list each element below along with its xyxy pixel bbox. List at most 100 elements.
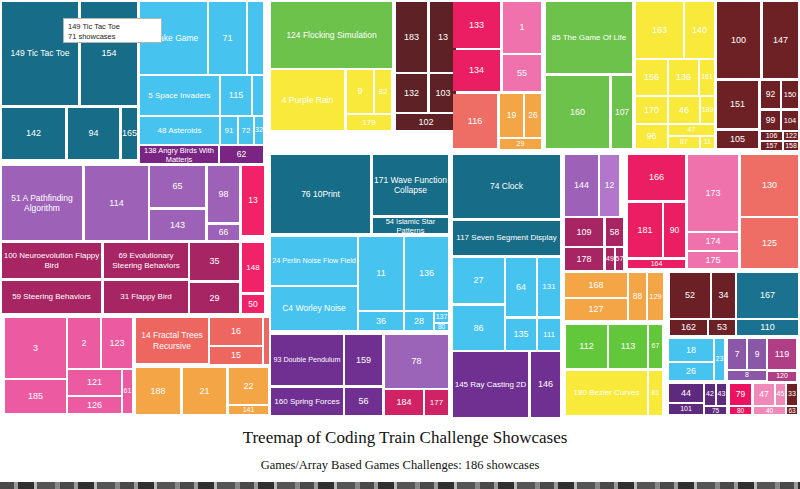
- treemap-cell[interactable]: 127: [565, 299, 627, 320]
- treemap-cell[interactable]: 122: [784, 132, 798, 140]
- treemap-cell[interactable]: 72: [239, 117, 253, 144]
- treemap-cell[interactable]: 59 Steering Behaviors: [2, 281, 101, 313]
- treemap-cell[interactable]: 22: [229, 368, 268, 404]
- treemap-cell[interactable]: 63: [787, 407, 797, 414]
- treemap-cell[interactable]: 26: [669, 363, 713, 380]
- treemap-cell[interactable]: 67: [649, 325, 662, 368]
- treemap-cell[interactable]: 138 Angry Birds With Matterjs: [140, 146, 218, 163]
- treemap-cell[interactable]: 21: [183, 368, 226, 414]
- treemap-cell[interactable]: 188: [136, 368, 180, 414]
- treemap-cell[interactable]: 146: [531, 352, 560, 417]
- treemap-cell[interactable]: 12: [600, 155, 619, 216]
- treemap-cell[interactable]: 171 Wave Function Collapse: [373, 155, 448, 215]
- treemap-cell[interactable]: 48 Asteroids: [140, 117, 219, 144]
- treemap-cell[interactable]: 80: [435, 324, 448, 330]
- treemap-cell[interactable]: 82: [375, 70, 391, 113]
- treemap-cell[interactable]: 161: [700, 60, 714, 95]
- treemap-cell[interactable]: 1: [503, 2, 541, 53]
- treemap-cell[interactable]: 66: [208, 225, 239, 240]
- treemap-cell[interactable]: 105: [717, 131, 758, 148]
- treemap-cell[interactable]: 184: [385, 390, 423, 415]
- treemap-cell[interactable]: 157: [761, 142, 782, 150]
- treemap-cell[interactable]: 42: [705, 384, 715, 405]
- treemap-cell[interactable]: 24 Perlin Noise Flow Field: [271, 237, 357, 285]
- treemap-cell[interactable]: 58: [606, 218, 623, 246]
- treemap-cell[interactable]: 87: [669, 137, 699, 148]
- treemap-cell[interactable]: 92: [761, 81, 780, 108]
- treemap-cell[interactable]: 52: [670, 273, 710, 318]
- treemap-cell[interactable]: 189: [701, 97, 714, 123]
- treemap-cell[interactable]: 112: [566, 325, 607, 368]
- treemap-cell[interactable]: 119: [768, 339, 796, 369]
- treemap-cell[interactable]: 28: [405, 312, 433, 330]
- treemap-cell[interactable]: 56: [345, 388, 382, 415]
- treemap-cell[interactable]: 101: [669, 404, 703, 414]
- treemap-cell[interactable]: 136: [669, 60, 698, 95]
- treemap-cell[interactable]: 102: [396, 114, 456, 130]
- treemap-cell[interactable]: 19: [500, 94, 523, 137]
- treemap-cell[interactable]: 126: [68, 397, 121, 413]
- treemap-cell[interactable]: 31 Flappy Bird: [104, 281, 188, 313]
- treemap-cell[interactable]: 29: [500, 139, 541, 149]
- treemap-cell[interactable]: 53: [709, 320, 735, 335]
- treemap-cell[interactable]: 78: [385, 335, 448, 388]
- treemap-cell[interactable]: 158: [784, 142, 798, 150]
- treemap-cell[interactable]: 64: [506, 258, 536, 316]
- treemap-cell[interactable]: 88: [629, 273, 646, 320]
- treemap-cell[interactable]: 132: [396, 74, 427, 112]
- treemap-cell[interactable]: 136: [405, 237, 448, 310]
- treemap-cell[interactable]: 9: [347, 70, 373, 113]
- treemap-cell[interactable]: [264, 318, 269, 364]
- treemap-cell[interactable]: 55: [503, 55, 541, 91]
- treemap-cell[interactable]: 40: [754, 407, 785, 414]
- treemap-cell[interactable]: 129: [648, 273, 663, 320]
- treemap-cell[interactable]: 79: [730, 384, 751, 405]
- treemap-cell[interactable]: 160 Spring Forces: [271, 388, 343, 415]
- treemap-cell[interactable]: 57: [616, 248, 623, 270]
- treemap-cell[interactable]: 177: [425, 390, 448, 415]
- treemap-cell[interactable]: 33: [787, 384, 797, 405]
- treemap-cell[interactable]: 15: [210, 347, 262, 364]
- treemap-cell[interactable]: 100 Neuroevolution Flappy Bird: [2, 243, 101, 278]
- treemap-cell[interactable]: 85 The Game Of Life: [546, 2, 632, 73]
- treemap-cell[interactable]: 143: [150, 210, 205, 240]
- treemap-cell[interactable]: 163: [636, 2, 683, 58]
- treemap-cell[interactable]: 16: [210, 318, 262, 345]
- treemap-cell[interactable]: 181: [628, 203, 662, 257]
- treemap-cell[interactable]: 116: [453, 94, 497, 148]
- treemap-cell[interactable]: 135: [506, 319, 536, 350]
- treemap-cell[interactable]: 175: [688, 252, 738, 268]
- treemap-cell[interactable]: 43: [717, 384, 726, 405]
- treemap-cell[interactable]: 114: [85, 166, 148, 240]
- treemap-cell[interactable]: 100: [717, 2, 760, 78]
- treemap-cell[interactable]: 62: [220, 146, 263, 163]
- treemap-cell[interactable]: 35: [190, 243, 239, 280]
- treemap-cell[interactable]: 8: [728, 371, 766, 380]
- treemap-cell[interactable]: 109: [565, 218, 603, 246]
- treemap-cell[interactable]: 117 Seven Segment Display: [453, 221, 560, 255]
- treemap-cell[interactable]: 3: [5, 318, 66, 378]
- treemap-cell[interactable]: 113: [609, 325, 647, 368]
- treemap-cell[interactable]: 49: [606, 248, 614, 270]
- treemap-cell[interactable]: 2: [68, 318, 100, 368]
- treemap-cell[interactable]: 147: [763, 2, 798, 78]
- treemap-cell[interactable]: 36: [359, 312, 403, 330]
- treemap-cell[interactable]: 34: [712, 273, 735, 318]
- treemap-cell[interactable]: 18: [669, 339, 713, 361]
- treemap-cell[interactable]: 130: [741, 155, 798, 216]
- treemap-cell[interactable]: [248, 2, 263, 74]
- treemap-cell[interactable]: 134: [453, 50, 500, 91]
- treemap-cell[interactable]: 104: [782, 111, 798, 130]
- treemap-cell[interactable]: 23: [715, 339, 724, 380]
- treemap-cell[interactable]: [253, 76, 263, 115]
- treemap-cell[interactable]: 148: [242, 243, 264, 292]
- treemap-cell[interactable]: 69 Evolutionary Steering Behaviors: [104, 243, 188, 278]
- treemap-cell[interactable]: 106: [761, 132, 782, 140]
- treemap-cell[interactable]: 54 Islamic Star Patterns: [373, 218, 448, 233]
- treemap-cell[interactable]: 141: [229, 406, 268, 414]
- treemap-cell[interactable]: 123: [102, 318, 132, 368]
- treemap-cell[interactable]: 162: [670, 320, 707, 335]
- treemap-cell[interactable]: 111: [538, 319, 560, 350]
- treemap-cell[interactable]: 80: [730, 407, 751, 414]
- treemap-cell[interactable]: 14 Fractal Trees Recursive: [136, 318, 208, 363]
